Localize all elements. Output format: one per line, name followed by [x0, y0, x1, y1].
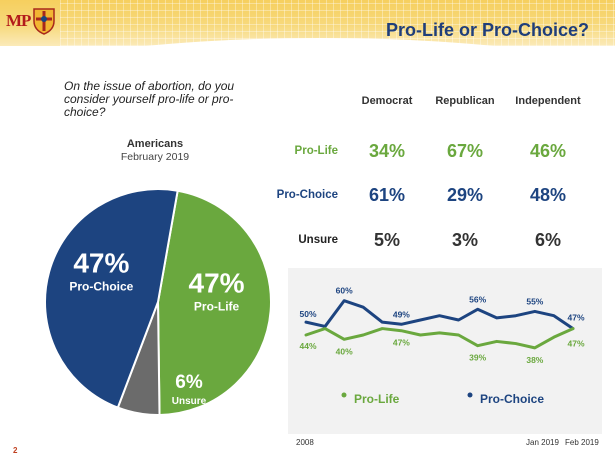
pie-label-unsure: Unsure: [172, 396, 207, 407]
pie-subtitle: February 2019: [120, 151, 190, 163]
pie-label-pro-choice: Pro-Choice: [69, 279, 133, 293]
survey-question: On the issue of abortion, do you conside…: [64, 79, 235, 119]
pie-label-pro-life: Pro-Life: [194, 300, 240, 314]
pie-slice-pro-choice: [44, 188, 179, 409]
pie-value-pro-life: 47%: [189, 268, 245, 299]
pie-slice-pro-life: [156, 189, 272, 417]
row-label-pro-choice: Pro-Choice: [276, 189, 338, 201]
cell-unsure-democrat: 5%: [373, 230, 400, 250]
cell-pro-life-independent: 46%: [529, 141, 567, 161]
shield-icon: [33, 8, 56, 35]
column-header-independent: Independent: [515, 95, 581, 107]
cell-pro-choice-independent: 48%: [529, 185, 567, 205]
row-label-pro-life: Pro-Life: [294, 145, 338, 157]
header-curve: [0, 38, 615, 46]
pie-title: Americans: [126, 138, 184, 150]
cell-pro-life-republican: 67%: [446, 141, 484, 161]
logo: MP: [6, 4, 68, 38]
header-band: [0, 0, 615, 46]
cell-pro-choice-democrat: 61%: [368, 185, 406, 205]
slide-title: Pro-Life or Pro-Choice?: [385, 20, 589, 40]
column-header-democrat: Democrat: [361, 95, 413, 107]
cell-pro-life-democrat: 34%: [368, 141, 406, 161]
pie-slice-unsure: [116, 301, 161, 416]
x-axis-label-jan-2019: Jan 2019: [526, 438, 559, 447]
cell-unsure-independent: 6%: [534, 230, 561, 250]
trend-chart-background: [288, 268, 602, 434]
page-number: 2: [13, 446, 18, 455]
row-label-unsure: Unsure: [298, 234, 338, 246]
pie-value-pro-choice: 47%: [73, 247, 129, 278]
x-axis-label-2008: 2008: [296, 438, 314, 447]
x-axis-label-feb-2019: Feb 2019: [565, 438, 599, 447]
logo-text: MP: [6, 11, 31, 30]
cell-unsure-republican: 3%: [451, 230, 478, 250]
column-header-republican: Republican: [435, 95, 495, 107]
cell-pro-choice-republican: 29%: [446, 185, 484, 205]
pie-value-unsure: 6%: [175, 372, 203, 393]
